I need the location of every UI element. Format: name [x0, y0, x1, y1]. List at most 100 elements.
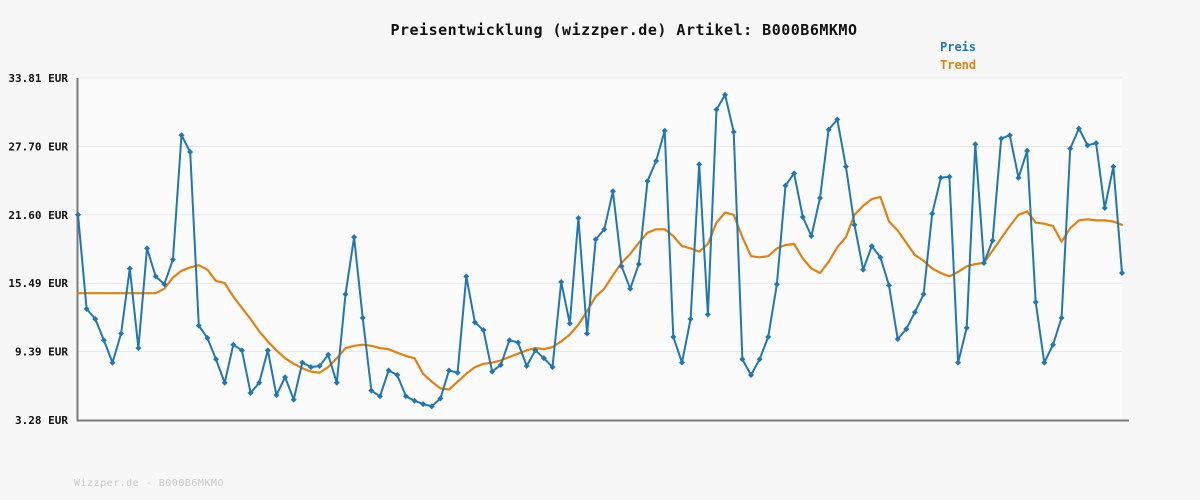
price-point-marker — [342, 291, 349, 298]
plot-area — [78, 78, 1122, 420]
price-point-marker — [713, 106, 720, 113]
price-point-marker — [454, 369, 461, 376]
price-point-marker — [135, 345, 142, 352]
price-point-marker — [963, 324, 970, 331]
price-point-marker — [368, 387, 375, 394]
price-point-marker — [670, 333, 677, 340]
price-point-marker — [230, 341, 237, 348]
price-point-marker — [152, 273, 159, 280]
price-point-marker — [299, 359, 306, 366]
price-point-marker — [316, 363, 323, 370]
price-point-marker — [868, 243, 875, 250]
price-point-marker — [195, 322, 202, 329]
price-point-marker — [739, 356, 746, 363]
price-point-marker — [618, 263, 625, 270]
price-point-marker — [359, 314, 366, 321]
price-point-marker — [1084, 142, 1091, 149]
price-point-marker — [532, 347, 539, 354]
price-point-marker — [860, 266, 867, 273]
watermark-text: Wizzper.de - B000B6MKMO — [74, 478, 224, 489]
price-point-marker — [635, 261, 642, 268]
price-point-marker — [394, 371, 401, 378]
price-point-marker — [773, 281, 780, 288]
price-point-marker — [238, 347, 245, 354]
price-point-marker — [946, 173, 953, 180]
price-point-marker — [903, 326, 910, 333]
y-axis-tick-label: 15.49 EUR — [8, 277, 68, 290]
price-point-marker — [704, 311, 711, 318]
price-point-marker — [549, 364, 556, 371]
price-point-marker — [100, 337, 107, 344]
price-point-marker — [385, 367, 392, 374]
price-point-marker — [187, 149, 194, 156]
price-point-marker — [126, 265, 133, 272]
price-point-marker — [834, 116, 841, 123]
price-point-marker — [825, 126, 832, 133]
price-point-marker — [627, 285, 634, 292]
price-point-marker — [782, 182, 789, 189]
price-point-marker — [83, 305, 90, 312]
legend-label-trend: Trend — [940, 58, 977, 72]
price-point-marker — [290, 396, 297, 403]
price-point-marker — [221, 379, 228, 386]
price-point-marker — [765, 333, 772, 340]
price-point-marker — [1075, 125, 1082, 132]
price-point-marker — [471, 319, 478, 326]
price-point-marker — [929, 210, 936, 217]
price-point-marker — [463, 273, 470, 280]
price-point-marker — [661, 127, 668, 134]
price-point-marker — [118, 330, 125, 337]
price-point-marker — [791, 170, 798, 177]
price-point-marker — [955, 359, 962, 366]
price-point-marker — [851, 221, 858, 228]
price-point-marker — [842, 163, 849, 170]
price-point-marker — [911, 309, 918, 316]
y-axis-tick-label: 3.28 EUR — [15, 414, 68, 427]
price-point-marker — [937, 174, 944, 181]
price-point-marker — [1058, 314, 1065, 321]
legend-item-trend: Trend — [940, 56, 976, 74]
price-point-marker — [1110, 163, 1117, 170]
price-point-marker — [402, 393, 409, 400]
price-point-marker — [282, 374, 289, 381]
price-point-marker — [273, 392, 280, 399]
price-point-marker — [998, 135, 1005, 142]
price-point-marker — [411, 397, 418, 404]
price-point-marker — [307, 364, 314, 371]
price-point-marker — [161, 281, 168, 288]
price-point-marker — [213, 356, 220, 363]
price-point-marker — [756, 356, 763, 363]
price-point-marker — [497, 361, 504, 368]
y-axis-tick-label: 21.60 EUR — [8, 209, 68, 222]
price-point-marker — [980, 259, 987, 266]
price-point-marker — [696, 161, 703, 168]
price-point-marker — [523, 363, 530, 370]
price-point-marker — [575, 215, 582, 222]
price-point-marker — [1032, 299, 1039, 306]
price-point-marker — [540, 355, 547, 362]
price-point-marker — [204, 335, 211, 342]
price-point-marker — [109, 359, 116, 366]
price-point-marker — [247, 389, 254, 396]
price-point-marker — [1101, 205, 1108, 212]
price-point-marker — [644, 178, 651, 185]
legend-label-preis: Preis — [940, 40, 977, 54]
price-point-marker — [420, 401, 427, 408]
price-point-marker — [722, 91, 729, 98]
price-point-marker — [75, 211, 81, 218]
price-point-marker — [1041, 359, 1048, 366]
price-point-marker — [178, 132, 185, 139]
price-point-marker — [92, 315, 99, 322]
price-point-marker — [730, 128, 737, 135]
price-point-marker — [325, 351, 332, 358]
price-point-marker — [489, 368, 496, 375]
price-point-marker — [653, 158, 660, 165]
price-point-marker — [1015, 174, 1022, 181]
price-point-marker — [506, 337, 513, 344]
y-axis-tick-label: 33.81 EUR — [8, 72, 68, 85]
price-point-marker — [1067, 145, 1074, 152]
price-point-marker — [678, 359, 685, 366]
price-point-marker — [566, 320, 573, 327]
price-point-marker — [920, 291, 927, 298]
price-point-marker — [1049, 341, 1056, 348]
